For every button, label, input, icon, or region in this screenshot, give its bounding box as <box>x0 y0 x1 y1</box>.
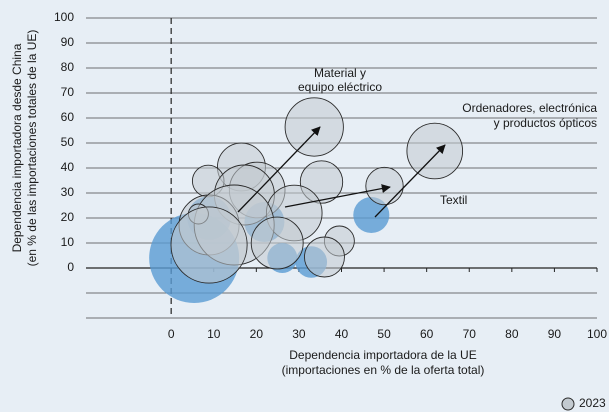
x-tick-label: 100 <box>587 327 607 341</box>
x-axis-label: Dependencia importadora de la UE <box>289 348 476 362</box>
y-tick-label: 50 <box>61 135 75 149</box>
y-tick-label: 20 <box>61 210 75 224</box>
y-axis-label: (en % de las importaciones totales de la… <box>25 30 39 267</box>
legend-marker <box>561 397 575 411</box>
y-tick-label: 40 <box>61 160 75 174</box>
x-axis-label: (importaciones en % de la oferta total) <box>282 363 485 377</box>
x-tick-label: 0 <box>168 327 175 341</box>
annotation: Ordenadores, electrónica <box>462 101 597 115</box>
arrow <box>374 144 446 218</box>
x-tick-label: 40 <box>335 327 349 341</box>
bubble <box>170 206 248 284</box>
bubble <box>304 236 345 278</box>
x-tick-label: 90 <box>548 327 562 341</box>
y-tick-label: 30 <box>61 185 75 199</box>
bubble <box>284 97 344 157</box>
bubble <box>250 216 304 270</box>
y-tick-label: 0 <box>67 260 74 274</box>
arrow <box>284 184 391 208</box>
bubble <box>406 122 464 180</box>
arrow <box>237 126 321 213</box>
annotation: equipo eléctrico <box>298 80 382 94</box>
x-tick-label: 60 <box>420 327 434 341</box>
y-tick-label: 60 <box>61 110 75 124</box>
y-tick-label: 80 <box>61 60 75 74</box>
y-tick-label: 90 <box>61 35 75 49</box>
bubble <box>353 196 390 234</box>
x-tick-label: 80 <box>505 327 519 341</box>
y-tick-label: 100 <box>54 10 74 24</box>
y-tick-label: 10 <box>61 235 75 249</box>
annotation: y productos ópticos <box>494 116 597 130</box>
x-tick-label: 30 <box>292 327 306 341</box>
annotation: Textil <box>440 193 467 207</box>
x-tick-label: 50 <box>377 327 391 341</box>
x-tick-label: 10 <box>207 327 221 341</box>
x-tick-label: 20 <box>250 327 264 341</box>
legend-label: 2023 <box>579 396 606 410</box>
x-tick-label: 70 <box>463 327 477 341</box>
y-tick-label: 70 <box>61 85 75 99</box>
annotation: Material y <box>314 66 366 80</box>
y-axis-label: Dependencia importadora desde China <box>10 43 24 252</box>
bubble <box>365 166 404 206</box>
